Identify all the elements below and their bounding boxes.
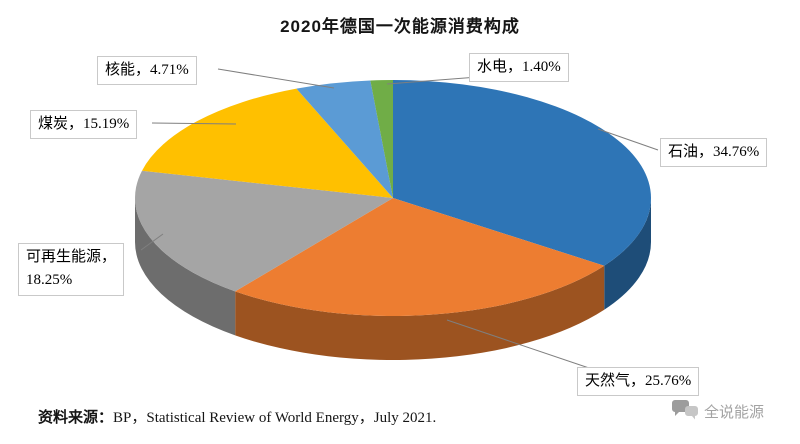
source-label: 资料来源：: [38, 410, 114, 426]
label-leader-line: [597, 128, 659, 151]
watermark-text: 全说能源: [703, 403, 764, 421]
pie-slice-side: [135, 198, 236, 336]
pie-slice: [135, 170, 393, 292]
pie-slice: [235, 198, 605, 316]
pie-slice: [393, 80, 651, 266]
pie-slice-side: [604, 198, 651, 310]
pie-data-label: 核能，4.71%: [97, 56, 197, 86]
chart-title: 2020年德国一次能源消费构成: [280, 17, 520, 36]
pie-data-label: 可再生能源， 18.25%: [18, 243, 125, 296]
pie-slice: [296, 80, 393, 198]
label-leader-line: [140, 233, 164, 251]
label-leader-line: [386, 76, 479, 85]
pie-slice: [370, 80, 393, 198]
label-leader-line: [446, 319, 590, 369]
pie-slice: [142, 88, 393, 198]
speech-bubble-icon: [671, 400, 698, 420]
source-text: BP，Statistical Review of World Energy，Ju…: [113, 410, 437, 426]
pie-data-label: 煤炭，15.19%: [30, 110, 138, 140]
watermark: 全说能源: [671, 399, 764, 423]
pie-data-label: 石油，34.76%: [660, 138, 768, 168]
pie-data-label: 天然气，25.76%: [577, 367, 700, 397]
pie-slice-side: [235, 265, 605, 360]
pie-data-label: 水电，1.40%: [469, 53, 569, 83]
label-leader-line: [151, 122, 237, 125]
label-leader-line: [217, 68, 335, 89]
source-note: 资料来源：BP，Statistical Review of World Ener…: [38, 406, 436, 427]
